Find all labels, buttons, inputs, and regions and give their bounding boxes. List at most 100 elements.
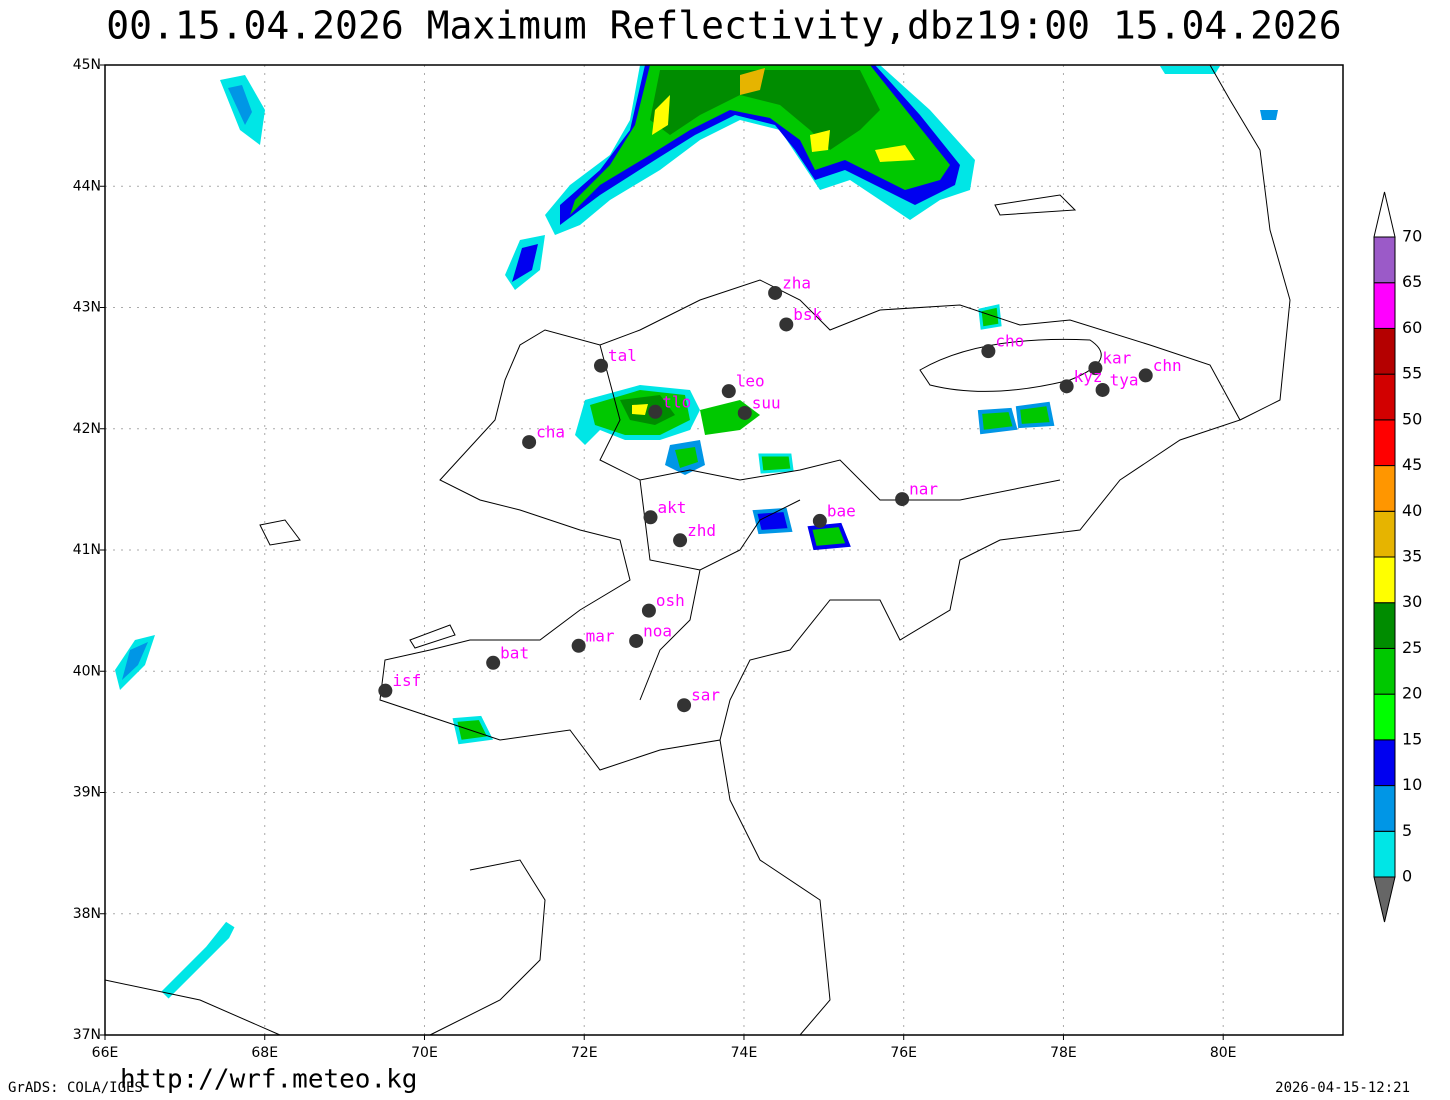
station-marker [378,683,393,698]
x-tick-label: 76E [890,1045,917,1061]
x-tick-label: 78E [1050,1045,1077,1061]
colorbar-label: 5 [1402,821,1412,840]
station-marker [522,435,537,450]
colorbar-label: 30 [1402,592,1422,611]
station-marker [779,317,794,332]
echo [161,921,235,999]
station-label: sar [691,686,720,705]
station-label: kar [1102,349,1131,368]
colorbar-label: 60 [1402,318,1422,337]
station-label: zha [782,273,811,292]
echo [977,407,1018,435]
x-tick-label: 66E [92,1045,119,1061]
x-tick-label: 74E [731,1045,758,1061]
station-marker [812,513,827,528]
x-tick-label: 72E [571,1045,598,1061]
station-label: leo [736,372,765,391]
station-marker [629,633,644,648]
station-label: bae [827,501,856,520]
colorbar-label: 10 [1402,775,1422,794]
station-label: noa [643,621,672,640]
grid [104,64,1343,1036]
radar-echoes [115,65,1278,999]
country-border [1209,64,1291,421]
colorbar-segment [1373,602,1396,649]
station-marker [1138,368,1153,383]
colorbar-segment [1373,693,1396,741]
borders [104,64,1291,1036]
station-marker [768,285,783,300]
y-tick-label: 39N [73,785,101,801]
echo [1160,66,1220,74]
station-label: mar [586,626,615,645]
y-tick-label: 38N [73,906,101,922]
station-marker [593,358,608,373]
colorbar: 0 5 10 15 20 25 30 35 40 45 50 55 60 65 70 [1373,191,1422,923]
y-tick-label: 42N [73,421,101,437]
station-marker [721,384,736,399]
station-label: cha [536,423,565,442]
station-marker [981,344,996,359]
colorbar-segment [1373,739,1396,787]
colorbar-bottom-arrow [1373,876,1396,923]
echo [807,522,851,551]
station-marker [648,404,663,419]
footer-url: http://wrf.meteo.kg [120,1065,417,1095]
station-marker [643,510,658,525]
station-marker [673,533,688,548]
station-marker [1088,361,1103,376]
stations: zha bsk tal cho kar chn kyz tya leo suu tlo cha nar b… [378,273,1182,713]
footer-credit: GrADS: COLA/IGES [8,1080,143,1096]
colorbar-label: 35 [1402,547,1422,566]
title: 00.15.04.2026 Maximum Reflectivity,dbz19… [106,4,1341,48]
lake [994,194,1077,216]
colorbar-segment [1373,510,1396,558]
station-label: tal [608,346,637,365]
footer-timestamp: 2026-04-15-12:21 [1275,1080,1410,1096]
x-tick-label: 80E [1210,1045,1237,1061]
echo [228,85,252,125]
echo [978,304,1002,330]
colorbar-segment [1373,785,1396,832]
echo [122,642,148,680]
station-label: kyz [1074,367,1103,386]
lake [259,519,456,649]
country-border [719,739,831,1036]
station-marker [641,603,656,618]
colorbar-label: 65 [1402,272,1422,291]
station-label: osh [656,591,685,610]
echo [810,130,915,162]
colorbar-segment [1373,830,1396,878]
echo [512,244,538,282]
station-marker [1059,379,1074,394]
station-marker [1095,382,1110,397]
echo [632,404,648,415]
colorbar-segment [1373,282,1396,329]
station-label: nar [909,480,938,499]
station-label: tlo [662,392,691,411]
colorbar-segment [1373,327,1396,375]
station-marker [571,638,586,653]
station-marker [677,698,692,713]
country-border [104,859,546,1036]
station-label: akt [658,498,687,517]
colorbar-label: 55 [1402,364,1422,383]
x-tick-label: 68E [251,1045,278,1061]
echo [452,715,494,745]
y-tick-label: 41N [73,542,101,558]
colorbar-segment [1373,556,1396,604]
y-tick-label: 45N [73,57,101,73]
echo [740,68,765,95]
y-tick-label: 40N [73,663,101,679]
station-label: zhd [687,521,716,540]
colorbar-segment [1373,236,1396,284]
echo [675,447,698,468]
colorbar-label: 50 [1402,409,1422,428]
station-label: suu [752,393,781,412]
colorbar-segment [1373,647,1396,695]
x-tick-label: 70E [411,1045,438,1061]
colorbar-label: 25 [1402,638,1422,657]
colorbar-label: 20 [1402,684,1422,703]
